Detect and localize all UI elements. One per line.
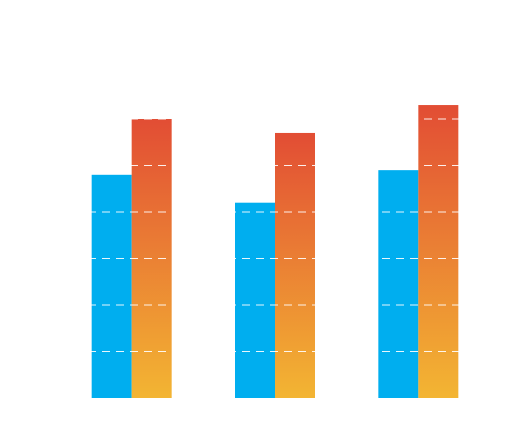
bar <box>235 202 275 398</box>
bar <box>91 174 132 398</box>
bar <box>418 105 459 399</box>
bar <box>378 170 419 398</box>
bar <box>275 132 315 398</box>
